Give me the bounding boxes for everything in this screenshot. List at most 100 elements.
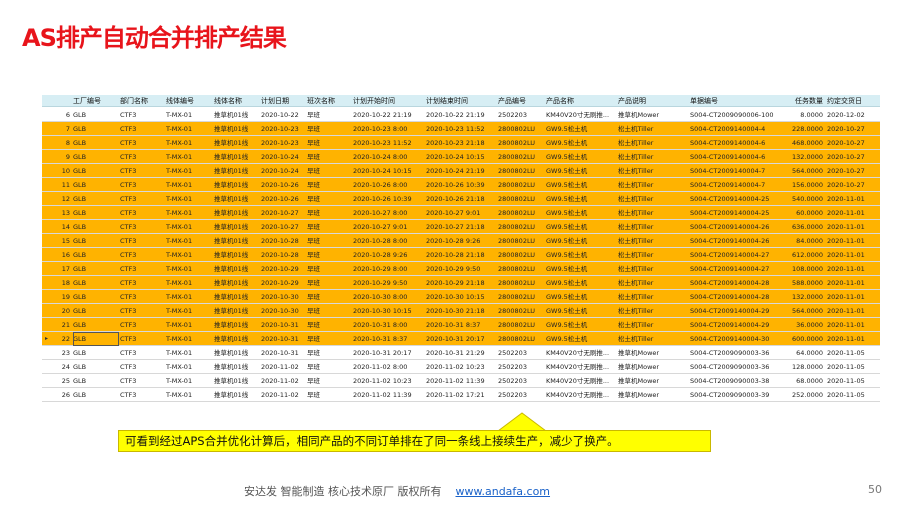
- table-cell: 松土机Tiller: [618, 237, 654, 245]
- table-cell: CTF3: [120, 139, 137, 147]
- table-cell: GLB: [73, 332, 119, 346]
- table-cell: S004-CT2009140004-4: [690, 125, 766, 133]
- table-cell: GW9.5松土机: [546, 153, 588, 161]
- table-row: 19 GLB CTF3 T-MX-01 推草机01线 2020-10-30 早班 2020-1…: [42, 290, 880, 304]
- table-cell: S004-CT2009140004-27: [690, 251, 770, 259]
- table-cell: 2020-11-02: [261, 363, 299, 371]
- table-cell: 松土机Tiller: [618, 153, 654, 161]
- table-cell: 早班: [307, 195, 320, 203]
- footer-link[interactable]: www.andafa.com: [455, 485, 551, 498]
- table-cell: 2020-10-27: [827, 181, 865, 189]
- table-cell: S004-CT2009090003-39: [690, 391, 770, 399]
- table-cell: 2020-10-23: [261, 125, 299, 133]
- table-cell: GLB: [73, 349, 87, 357]
- table-row: ▸ 22 GLB CTF3 T-MX-01 推草机01线 2020-10-31 早班 2020-…: [42, 332, 880, 346]
- table-cell: 84.0000: [796, 237, 823, 245]
- table-cell: 早班: [307, 293, 320, 301]
- table-cell: 2020-10-28 9:26: [353, 251, 408, 259]
- table-cell: 松土机Tiller: [618, 223, 654, 231]
- table-cell: 松土机Tiller: [618, 293, 654, 301]
- table-cell: S004-CT2009090003-38: [690, 377, 770, 385]
- table-row: 26 GLB CTF3 T-MX-01 推草机01线 2020-11-02 早班 2020-1…: [42, 388, 880, 402]
- table-row: 16 GLB CTF3 T-MX-01 推草机01线 2020-10-28 早班 2020-1…: [42, 248, 880, 262]
- table-cell: 2020-11-02 8:00: [353, 363, 408, 371]
- table-cell: 2800802LU: [498, 209, 536, 217]
- table-cell: S004-CT2009090003-36: [690, 349, 770, 357]
- table-cell: 2800802LU: [498, 321, 536, 329]
- table-cell: CTF3: [120, 293, 137, 301]
- table-cell: GW9.5松土机: [546, 139, 588, 147]
- table-cell: CTF3: [120, 251, 137, 259]
- table-cell: GLB: [73, 265, 87, 273]
- table-cell: 468.0000: [791, 139, 823, 147]
- table-cell: KM40V20寸无刷推...: [546, 349, 610, 357]
- table-cell: 松土机Tiller: [618, 195, 654, 203]
- row-number: 9: [65, 153, 70, 161]
- table-cell: T-MX-01: [166, 279, 193, 287]
- table-row: 25 GLB CTF3 T-MX-01 推草机01线 2020-11-02 早班 2020-1…: [42, 374, 880, 388]
- table-cell: 推草机01线: [214, 167, 249, 175]
- table-cell: T-MX-01: [166, 349, 193, 357]
- table-cell: 2020-10-31 8:37: [353, 335, 408, 343]
- table-cell: 2020-11-02 10:23: [426, 363, 485, 371]
- table-cell: 2020-10-30 21:18: [426, 307, 485, 315]
- row-number: 10: [61, 167, 70, 175]
- table-cell: CTF3: [120, 223, 137, 231]
- table-cell: 2502203: [498, 349, 527, 357]
- table-cell: CTF3: [120, 167, 137, 175]
- table-cell: 2020-11-01: [827, 237, 865, 245]
- table-cell: T-MX-01: [166, 307, 193, 315]
- table-cell: GLB: [73, 111, 87, 119]
- table-cell: 2020-12-02: [827, 111, 865, 119]
- table-cell: 2502203: [498, 363, 527, 371]
- table-cell: 2020-11-05: [827, 377, 865, 385]
- table-cell: 2020-11-05: [827, 391, 865, 399]
- page-number: 50: [868, 483, 882, 496]
- table-cell: 松土机Tiller: [618, 321, 654, 329]
- table-cell: 2020-10-28: [261, 237, 299, 245]
- pointer: [496, 412, 548, 432]
- table-cell: 推草机Mower: [618, 349, 660, 357]
- table-cell: 2020-11-01: [827, 293, 865, 301]
- table-cell: 2020-10-28 8:00: [353, 237, 408, 245]
- table-cell: 松土机Tiller: [618, 167, 654, 175]
- table-row: 15 GLB CTF3 T-MX-01 推草机01线 2020-10-28 早班 2020-1…: [42, 234, 880, 248]
- table-cell: 2020-11-02 10:23: [353, 377, 412, 385]
- table-cell: 早班: [307, 321, 320, 329]
- table-row: 9 GLB CTF3 T-MX-01 推草机01线 2020-10-24 早班 2020-10…: [42, 150, 880, 164]
- table-cell: 推草机01线: [214, 111, 249, 119]
- table-cell: 松土机Tiller: [618, 209, 654, 217]
- table-cell: 2800802LU: [498, 167, 536, 175]
- table-cell: GW9.5松土机: [546, 321, 588, 329]
- table-cell: 2020-11-01: [827, 251, 865, 259]
- table-cell: 2020-11-01: [827, 307, 865, 315]
- row-number: 12: [61, 195, 70, 203]
- table-cell: 2020-10-29: [261, 279, 299, 287]
- table-cell: GW9.5松土机: [546, 125, 588, 133]
- table-cell: 早班: [307, 209, 320, 217]
- table-cell: GLB: [73, 223, 87, 231]
- table-cell: 2020-11-05: [827, 363, 865, 371]
- table-cell: 推草机01线: [214, 349, 249, 357]
- table-cell: 2020-10-31 21:29: [426, 349, 485, 357]
- column-header: 计划结束时间: [426, 97, 468, 105]
- table-cell: 早班: [307, 181, 320, 189]
- table-cell: KM40V20寸无刷推...: [546, 391, 610, 399]
- table-cell: 早班: [307, 167, 320, 175]
- table-cell: 2020-10-26 10:39: [353, 195, 412, 203]
- table-cell: 2800802LU: [498, 335, 536, 343]
- table-cell: 2020-10-31 20:17: [353, 349, 412, 357]
- table-cell: 156.0000: [791, 181, 823, 189]
- row-number: 18: [61, 279, 70, 287]
- table-cell: S004-CT2009140004-7: [690, 167, 766, 175]
- table-cell: 2020-11-02: [261, 377, 299, 385]
- table-cell: 2020-10-30 10:15: [353, 307, 412, 315]
- row-selector: ▸: [45, 335, 49, 342]
- table-cell: GLB: [73, 307, 87, 315]
- table-cell: 36.0000: [796, 321, 823, 329]
- table-cell: S004-CT2009140004-25: [690, 195, 770, 203]
- table-cell: GLB: [73, 195, 87, 203]
- table-cell: 2020-10-23 11:52: [353, 139, 412, 147]
- table-cell: 2020-11-01: [827, 265, 865, 273]
- table-cell: 2502203: [498, 391, 527, 399]
